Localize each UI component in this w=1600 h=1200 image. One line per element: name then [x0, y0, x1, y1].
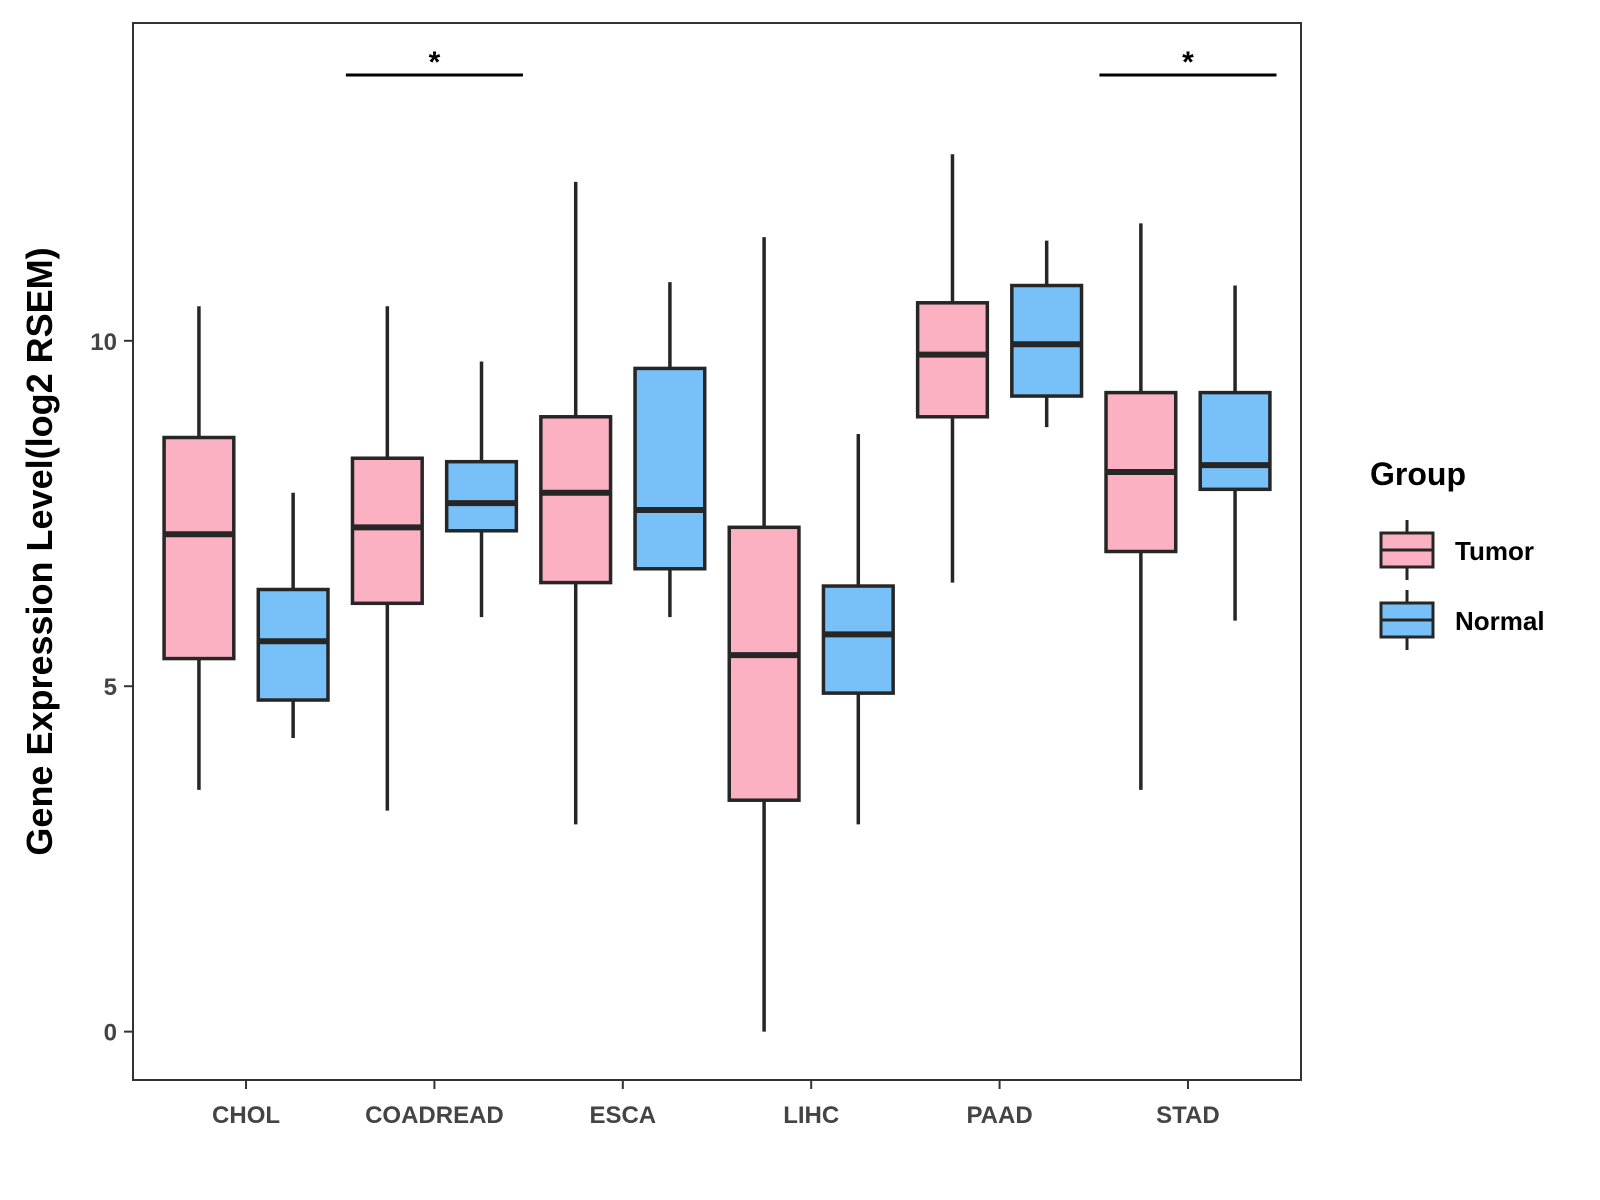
iqr-box	[444, 459, 519, 533]
axes: 0 5 10 Gene Expression Level(log2 RSEM) CHOL…	[19, 22, 1302, 1129]
panel-border	[132, 22, 1302, 1081]
box-normal-paad	[1010, 240, 1084, 428]
y-tick-label: 5	[104, 674, 117, 701]
iqr-box	[821, 584, 895, 695]
box-normal-esca	[633, 282, 707, 618]
box-normal-coadread	[444, 361, 519, 618]
iqr-box	[1010, 283, 1084, 398]
x-tick-label: STAD	[1156, 1102, 1220, 1129]
box-normal-chol	[256, 492, 330, 739]
box-tumor-stad	[1104, 223, 1178, 790]
iqr-box	[350, 456, 424, 606]
box-normal-stad	[1198, 285, 1272, 621]
significance-label: *	[429, 46, 441, 79]
plot-area: * *	[162, 46, 1277, 1032]
iqr-box	[162, 435, 236, 661]
box-tumor-paad	[915, 154, 990, 583]
y-tick-label: 10	[90, 329, 117, 356]
box-tumor-esca	[539, 181, 613, 825]
box-tumor-coadread	[350, 306, 424, 811]
y-axis-title: Gene Expression Level(log2 RSEM)	[19, 247, 60, 855]
box-normal-lihc	[821, 434, 895, 825]
legend-item-normal: Normal	[1379, 590, 1545, 650]
significance-label: *	[1182, 46, 1194, 79]
iqr-box	[633, 366, 707, 571]
iqr-box	[915, 301, 990, 419]
x-tick-label: COADREAD	[365, 1102, 504, 1129]
box-tumor-chol	[162, 306, 236, 790]
iqr-box	[1198, 390, 1272, 492]
legend-label: Normal	[1455, 606, 1545, 636]
iqr-box	[539, 415, 613, 585]
x-tick-label: LIHC	[783, 1102, 839, 1129]
box-tumor-lihc	[727, 237, 801, 1032]
legend: Group Tumor Normal	[1370, 456, 1545, 650]
iqr-box	[727, 525, 801, 802]
legend-item-tumor: Tumor	[1379, 520, 1534, 580]
legend-title: Group	[1370, 456, 1466, 492]
y-tick-label: 0	[104, 1020, 117, 1047]
iqr-box	[256, 587, 330, 702]
x-tick-label: CHOL	[212, 1102, 280, 1129]
x-tick-label: ESCA	[589, 1102, 656, 1129]
x-tick-label: PAAD	[966, 1102, 1032, 1129]
legend-label: Tumor	[1455, 536, 1534, 566]
